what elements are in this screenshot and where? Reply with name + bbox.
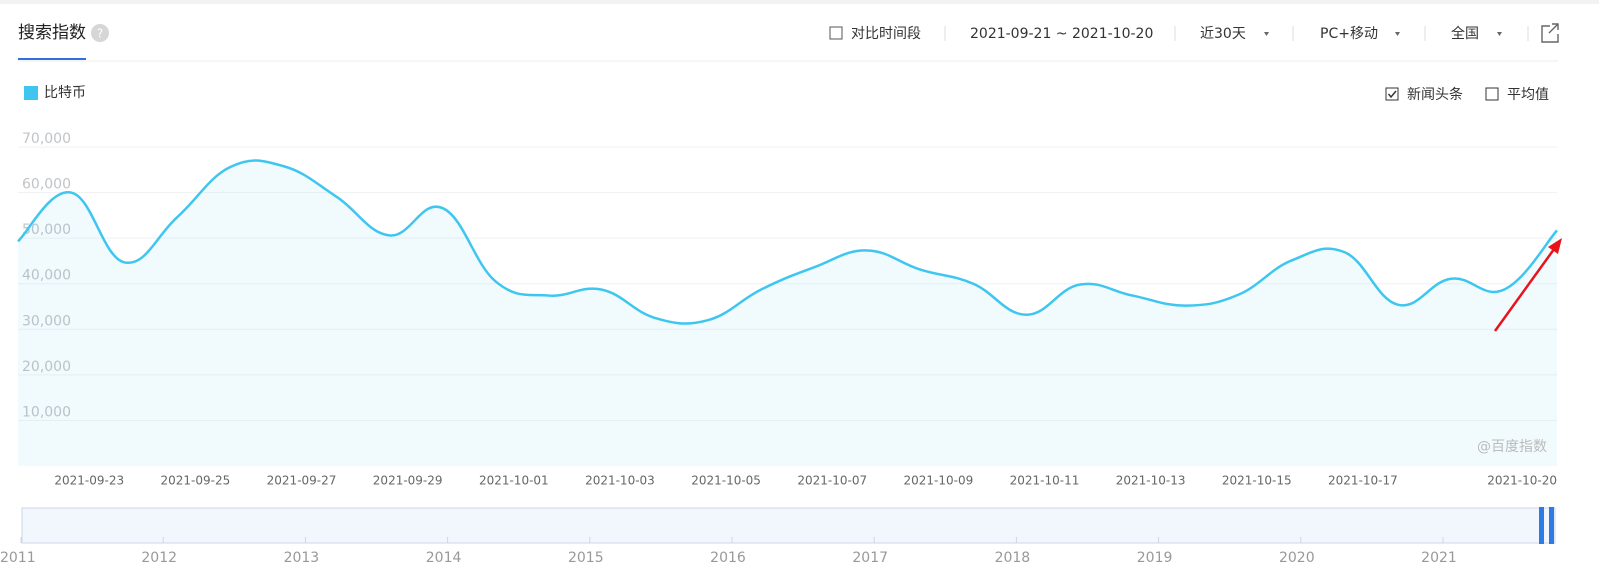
region-select[interactable]: 全国 <box>1451 25 1479 42</box>
tab-title[interactable]: 搜索指数 <box>18 23 86 43</box>
slider-year-label: 2013 <box>284 550 320 566</box>
slider-year-label: 2014 <box>426 550 462 566</box>
date-range[interactable]: 2021-09-21 ~ 2021-10-20 <box>970 26 1153 42</box>
check-mark <box>1387 90 1397 99</box>
x-tick-label: 2021-10-07 <box>797 474 867 488</box>
device-select[interactable]: PC+移动 <box>1320 26 1378 42</box>
slider-year-label: 2012 <box>141 550 177 566</box>
slider-year-label: 2017 <box>852 550 888 566</box>
x-tick-label: 2021-09-23 <box>54 474 124 488</box>
slider-year-label: 2019 <box>1137 550 1173 566</box>
average-label[interactable]: 平均值 <box>1507 87 1549 103</box>
x-tick-label: 2021-10-11 <box>1010 474 1080 488</box>
x-tick-label: 2021-09-29 <box>373 474 443 488</box>
tab-underline <box>18 58 86 60</box>
y-tick-label: 30,000 <box>22 313 71 329</box>
annotation-arrow-head <box>1548 238 1562 254</box>
y-tick-label: 40,000 <box>22 268 71 284</box>
dropdown-arrow <box>1264 32 1269 36</box>
y-tick-label: 50,000 <box>22 222 71 238</box>
news-checkbox[interactable] <box>1385 87 1399 101</box>
x-tick-label: 2021-10-05 <box>691 474 761 488</box>
top-strip <box>0 0 1599 4</box>
slider-handle[interactable] <box>1539 507 1544 544</box>
x-tick-label: 2021-10-03 <box>585 474 655 488</box>
annotation-arrow <box>1493 244 1559 332</box>
compare-label[interactable]: 对比时间段 <box>851 26 921 42</box>
legend-swatch <box>24 86 38 100</box>
period-select[interactable]: 近30天 <box>1200 26 1246 42</box>
news-label[interactable]: 新闻头条 <box>1407 86 1463 103</box>
slider-year-label: 2011 <box>0 550 36 566</box>
y-tick-label: 70,000 <box>22 131 71 147</box>
range-slider[interactable] <box>21 507 1556 544</box>
slider-year-label: 2015 <box>568 550 604 566</box>
slider-year-label: 2021 <box>1421 550 1457 566</box>
legend-label: 比特币 <box>44 85 86 101</box>
y-tick-label: 60,000 <box>22 177 71 193</box>
x-tick-label: 2021-10-20 <box>1487 474 1557 488</box>
dropdown-arrow <box>1395 32 1400 36</box>
export-icon[interactable] <box>1541 23 1559 43</box>
x-tick-label: 2021-09-25 <box>161 474 231 488</box>
x-tick-label: 2021-10-13 <box>1116 474 1186 488</box>
plot-background <box>18 125 1557 466</box>
y-tick-label: 20,000 <box>22 359 71 375</box>
series-area <box>18 160 1557 466</box>
average-checkbox[interactable] <box>1485 87 1499 101</box>
slider-year-label: 2018 <box>995 550 1031 566</box>
x-tick-label: 2021-10-09 <box>903 474 973 488</box>
help-mark: ? <box>97 27 103 41</box>
x-tick-label: 2021-09-27 <box>267 474 337 488</box>
dropdown-arrow <box>1497 32 1502 36</box>
y-tick-label: 10,000 <box>22 404 71 420</box>
help-icon[interactable] <box>91 24 109 42</box>
slider-year-label: 2020 <box>1279 550 1315 566</box>
watermark: @百度指数 <box>1477 439 1547 455</box>
x-tick-label: 2021-10-01 <box>479 474 549 488</box>
x-tick-label: 2021-10-15 <box>1222 474 1292 488</box>
compare-checkbox[interactable] <box>829 26 843 40</box>
slider-handle[interactable] <box>1549 507 1554 544</box>
series-line <box>17 159 1558 325</box>
slider-year-label: 2016 <box>710 550 746 566</box>
x-tick-label: 2021-10-17 <box>1328 474 1398 488</box>
